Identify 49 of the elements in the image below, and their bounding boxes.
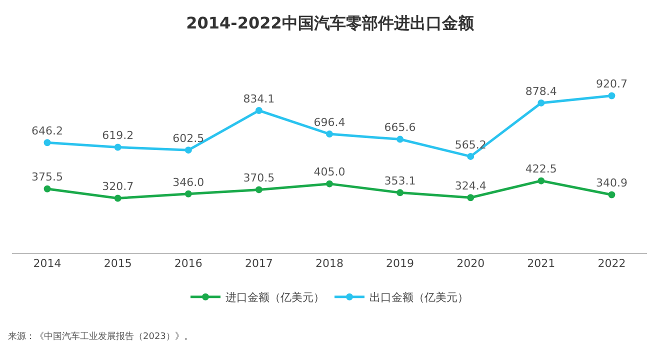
point: [114, 144, 122, 151]
data-label: 346.0: [172, 176, 204, 189]
point: [326, 180, 333, 188]
data-label: 353.1: [384, 174, 416, 188]
source-note: 来源：《中国汽车工业发展报告（2023）》。: [8, 331, 193, 342]
x-tick-label: 2017: [244, 257, 273, 270]
x-tick-label: 2016: [174, 257, 202, 270]
point: [255, 107, 262, 114]
point: [608, 92, 616, 100]
legend-label: 出口金额（亿美元）: [370, 291, 468, 304]
x-tick-label: 2019: [386, 257, 414, 270]
data-label: 320.7: [102, 180, 134, 194]
chart-title: 2014-2022中国汽车零部件进出口金额: [186, 14, 475, 33]
point: [184, 146, 192, 154]
point: [538, 177, 545, 184]
x-tick-label: 2022: [598, 257, 626, 270]
data-label: 340.9: [596, 176, 628, 190]
point: [396, 189, 404, 196]
point: [255, 186, 262, 194]
data-label: 619.2: [102, 129, 134, 142]
data-label: 665.6: [384, 121, 416, 134]
data-label: 878.4: [525, 84, 557, 98]
point: [44, 185, 51, 192]
legend-label: 进口金额（亿美元）: [226, 291, 324, 304]
point: [44, 139, 51, 146]
point: [184, 190, 192, 198]
x-tick-label: 2018: [316, 257, 344, 270]
point: [326, 130, 333, 138]
point: [396, 136, 404, 143]
x-tick-label: 2014: [33, 257, 62, 270]
point: [608, 191, 616, 198]
x-tick-label: 2021: [527, 257, 556, 270]
point: [467, 194, 474, 202]
x-tick-label: 2015: [104, 257, 132, 270]
point: [467, 152, 474, 160]
data-label: 405.0: [314, 166, 346, 179]
data-label: 834.1: [243, 92, 275, 106]
data-label: 696.4: [314, 116, 346, 129]
data-label: 324.4: [454, 179, 486, 192]
point: [538, 99, 545, 106]
data-label: 602.5: [172, 132, 204, 145]
data-label: 375.5: [32, 170, 64, 184]
data-label: 422.5: [525, 162, 557, 176]
point: [114, 194, 122, 202]
x-tick-label: 2020: [456, 257, 485, 270]
data-label: 370.5: [243, 172, 275, 185]
data-label: 920.7: [596, 78, 628, 91]
data-label: 646.2: [32, 124, 64, 138]
data-label: 565.2: [454, 138, 486, 152]
